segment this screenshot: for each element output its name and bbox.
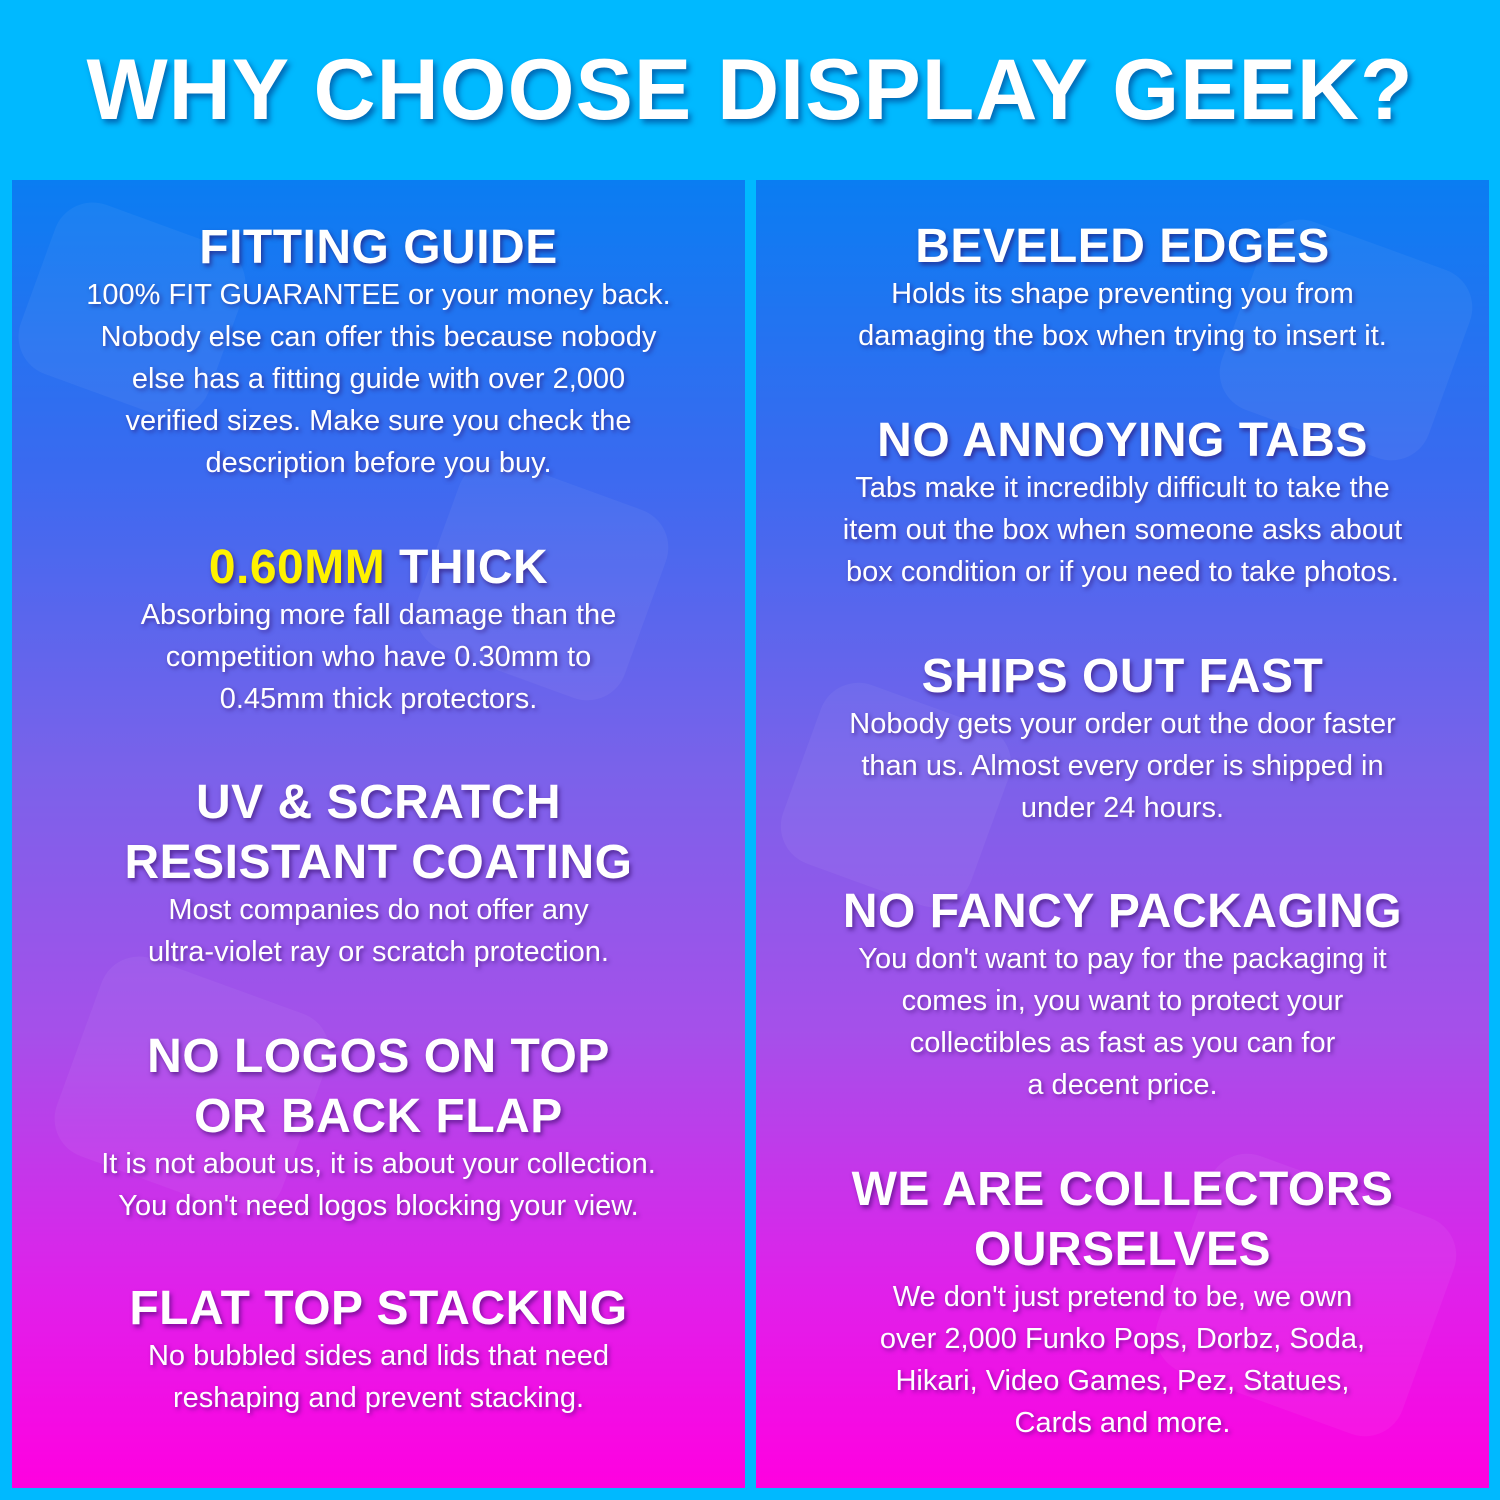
- feature-body: Nobody gets your order out the door fast…: [849, 708, 1396, 824]
- feature-heading: NO FANCY PACKAGING: [842, 885, 1403, 938]
- feature-beveled-edges: BEVELED EDGES Holds its shape preventing…: [756, 217, 1489, 357]
- feature-body: It is not about us, it is about your col…: [101, 1148, 656, 1222]
- feature-thickness: 0.60MM THICK Absorbing more fall damage …: [12, 538, 745, 720]
- feature-no-fancy-packaging: NO FANCY PACKAGING You don't want to pay…: [756, 882, 1489, 1106]
- left-feature-panel: FITTING GUIDE 100% FIT GUARANTEE or your…: [12, 180, 745, 1488]
- feature-ships-fast: SHIPS OUT FAST Nobody gets your order ou…: [756, 647, 1489, 829]
- feature-heading: FLAT TOP STACKING: [129, 1282, 628, 1335]
- feature-fitting-guide: FITTING GUIDE 100% FIT GUARANTEE or your…: [12, 218, 745, 484]
- feature-heading: WE ARE COLLECTORS OURSELVES: [851, 1163, 1394, 1276]
- feature-flat-top: FLAT TOP STACKING No bubbled sides and l…: [12, 1279, 745, 1419]
- feature-heading: FITTING GUIDE: [199, 221, 558, 274]
- thickness-highlight: 0.60MM: [208, 541, 386, 594]
- page-title: WHY CHOOSE DISPLAY GEEK?: [86, 42, 1414, 138]
- feature-heading-text: THICK: [385, 541, 549, 594]
- feature-body: Holds its shape preventing you from dama…: [858, 278, 1387, 352]
- feature-no-logos: NO LOGOS ON TOP OR BACK FLAP It is not a…: [12, 1027, 745, 1227]
- feature-no-tabs: NO ANNOYING TABS Tabs make it incredibly…: [756, 411, 1489, 593]
- feature-body: Absorbing more fall damage than the comp…: [140, 599, 617, 715]
- feature-collectors: WE ARE COLLECTORS OURSELVES We don't jus…: [756, 1160, 1489, 1444]
- right-feature-panel: BEVELED EDGES Holds its shape preventing…: [756, 180, 1489, 1488]
- feature-heading: 0.60MM THICK: [12, 538, 745, 598]
- feature-body: Most companies do not offer any ultra-vi…: [148, 894, 609, 968]
- feature-heading: NO ANNOYING TABS: [877, 414, 1368, 467]
- feature-body: Tabs make it incredibly difficult to tak…: [842, 472, 1403, 588]
- feature-body: No bubbled sides and lids that need resh…: [147, 1340, 610, 1414]
- feature-heading: NO LOGOS ON TOP OR BACK FLAP: [147, 1030, 610, 1143]
- feature-body: You don't want to pay for the packaging …: [858, 943, 1387, 1101]
- feature-body: We don't just pretend to be, we own over…: [879, 1281, 1366, 1439]
- feature-uv-coating: UV & SCRATCH RESISTANT COATING Most comp…: [12, 773, 745, 973]
- feature-heading: SHIPS OUT FAST: [921, 650, 1324, 703]
- feature-heading: BEVELED EDGES: [915, 220, 1330, 273]
- feature-body: 100% FIT GUARANTEE or your money back. N…: [86, 279, 671, 479]
- feature-heading: UV & SCRATCH RESISTANT COATING: [124, 776, 633, 889]
